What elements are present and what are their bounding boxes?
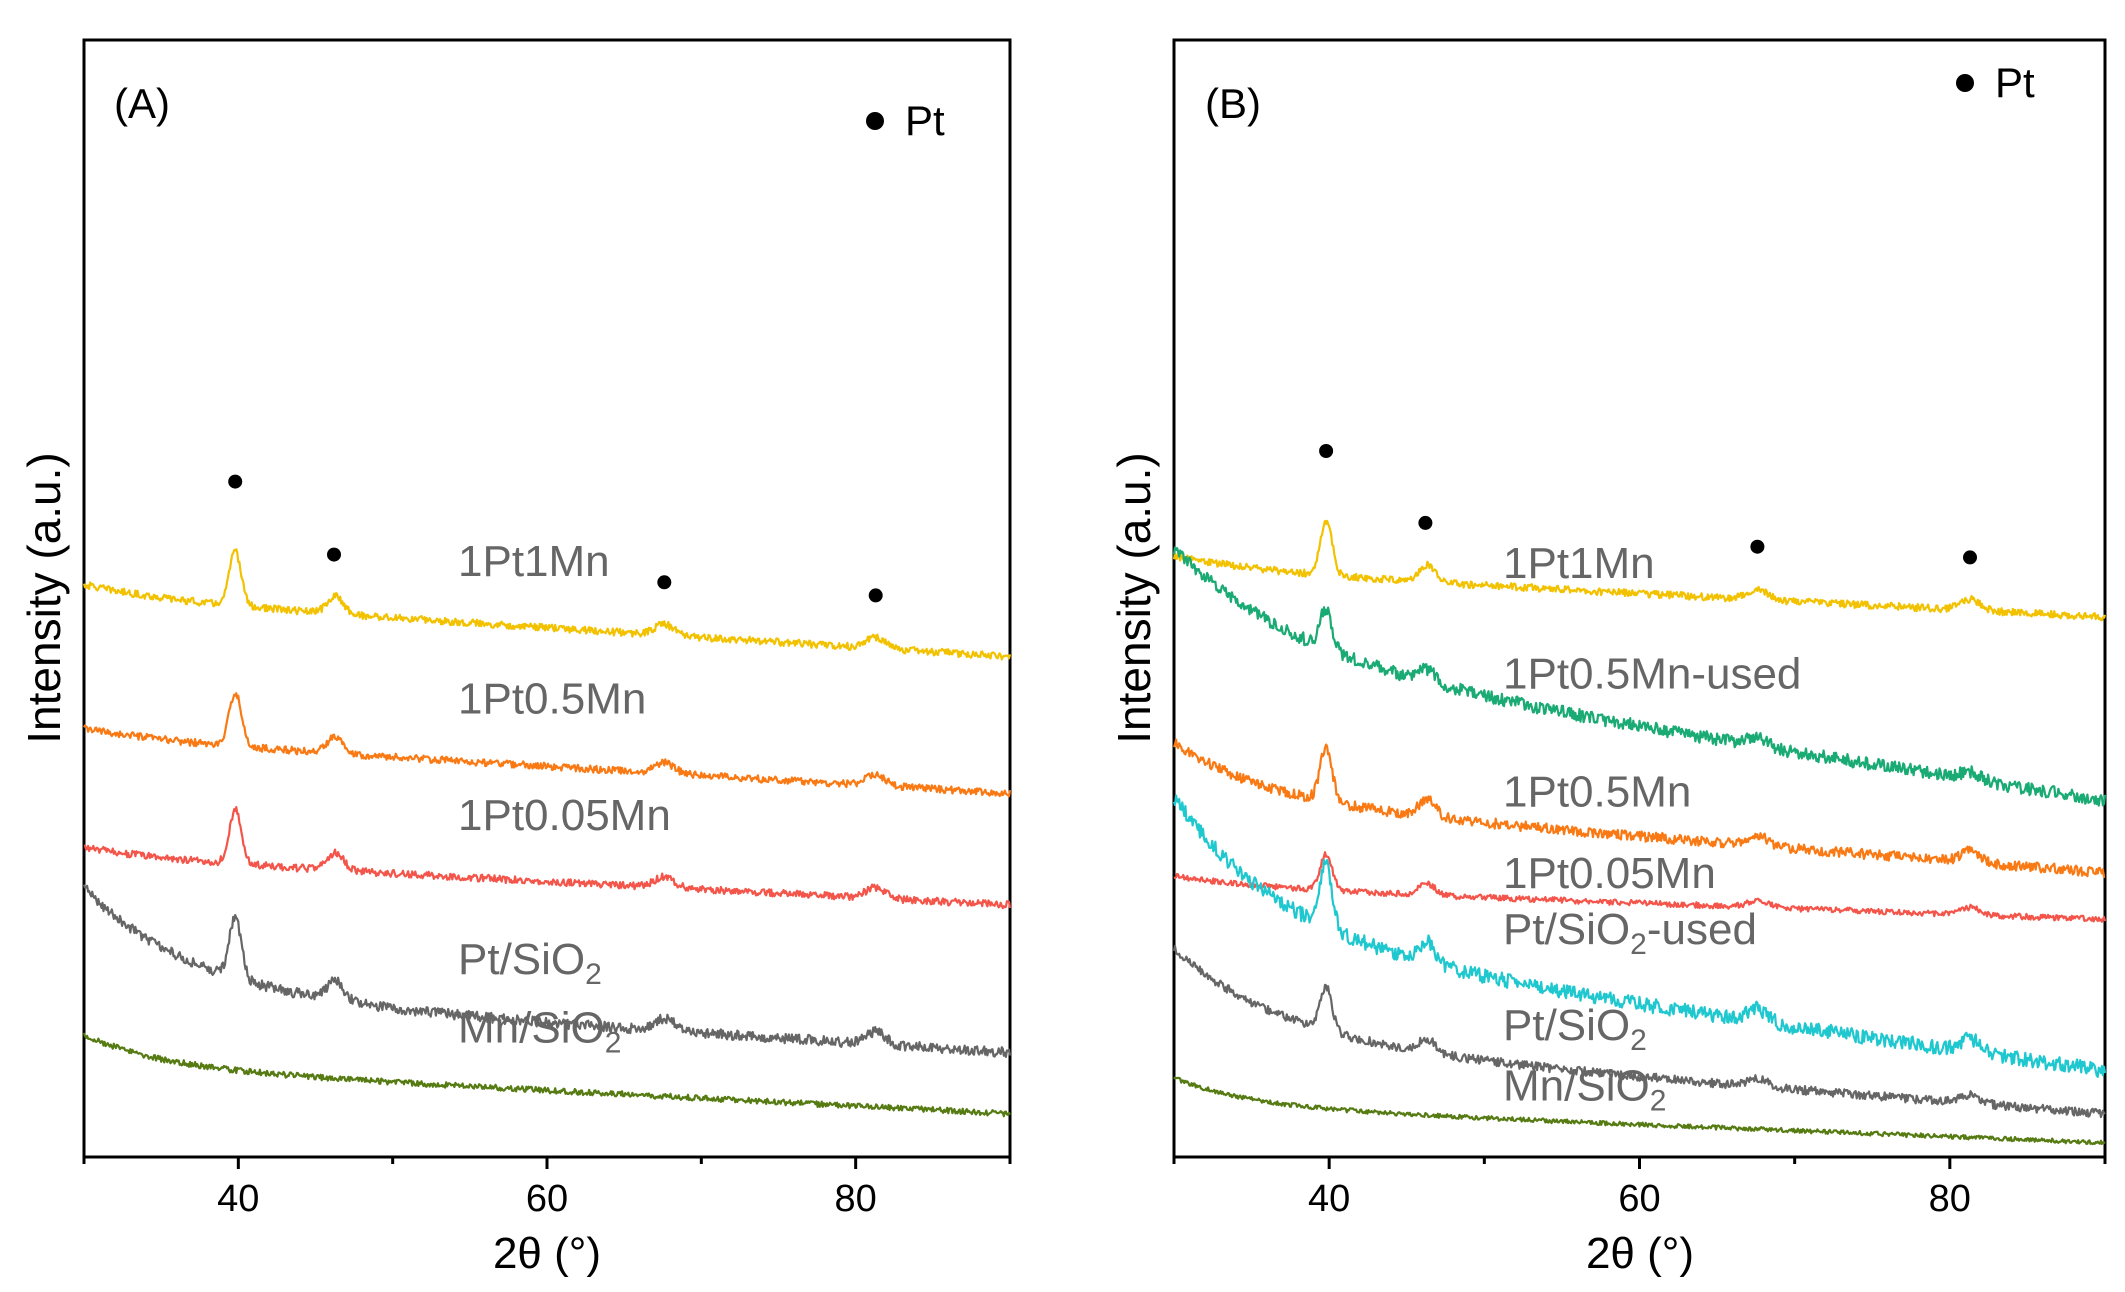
panel-a-y-axis-label: Intensity (a.u.): [18, 452, 70, 743]
series-label-1pt1mn: 1Pt1Mn: [458, 537, 610, 586]
series-label-subscript: 2: [585, 958, 602, 991]
panel-b-x-ticks: 40 60 80: [1172, 1157, 2107, 1220]
pt-peak-marker: [1750, 539, 1765, 554]
series-label-subscript: 2: [1630, 1024, 1647, 1057]
x-tick-label: 80: [835, 1178, 877, 1220]
series-label-subscript: 2: [1630, 928, 1647, 961]
series-label-suffix: -used: [1647, 905, 1757, 954]
series-line-1pt0-5mn: [1172, 738, 2106, 879]
panel-a-traces: [82, 548, 1012, 1118]
series-label-text: 1Pt0.5Mn: [1503, 768, 1691, 817]
series-label-text: Mn/SiO: [1503, 1062, 1650, 1111]
series-label-mn-sio2: Mn/SiO2: [458, 1004, 621, 1060]
series-label-text: 1Pt0.05Mn: [1503, 849, 1716, 898]
panel-b-y-axis-label: Intensity (a.u.): [1108, 452, 1160, 743]
panel-b-series-labels: 1Pt1Mn 1Pt0.5Mn-used 1Pt0.5Mn 1Pt0.05Mn Pt/S…: [1503, 539, 1801, 1118]
series-line-1pt0-5mn-used: [1172, 546, 2107, 807]
series-label-text: 1Pt0.05Mn: [458, 791, 671, 840]
panel-b-traces: [1172, 519, 2107, 1146]
panel-b-legend-marker: [1956, 74, 1974, 92]
pt-peak-marker: [1319, 444, 1334, 458]
series-label-subscript: 2: [1650, 1085, 1667, 1118]
pt-peak-marker: [1963, 550, 1977, 565]
series-label-text: Pt/SiO: [1503, 905, 1630, 954]
x-tick-label: 40: [1308, 1178, 1350, 1220]
x-tick-label: 80: [1929, 1178, 1971, 1220]
series-label-pt-sio2-used: Pt/SiO2-used: [1503, 905, 1757, 961]
pt-peak-marker: [327, 547, 341, 562]
panel-a-x-axis-label: 2θ (°): [493, 1229, 601, 1278]
series-line-mn-sio2: [1173, 1076, 2106, 1146]
pt-peak-marker: [868, 588, 883, 603]
series-label-text: Pt/SiO: [1503, 1001, 1630, 1050]
series-label-text: 1Pt0.5Mn: [458, 674, 646, 723]
series-label-mn-sio2: Mn/SiO2: [1503, 1062, 1666, 1118]
series-label-1pt0-05mn: 1Pt0.05Mn: [1503, 849, 1716, 898]
series-line-mn-sio2: [82, 1032, 1011, 1118]
series-line-pt-sio2: [82, 884, 1012, 1058]
panel-a-legend-label: Pt: [905, 97, 945, 144]
series-line-1pt0-05mn: [1173, 851, 2107, 923]
series-label-1pt0-5mn: 1Pt0.5Mn: [458, 674, 646, 723]
series-label-subscript: 2: [605, 1027, 622, 1060]
panel-b-label: (B): [1205, 80, 1261, 127]
pt-peak-marker: [657, 575, 672, 590]
panel-a-legend-marker: [866, 112, 884, 130]
series-label-pt-sio2: Pt/SiO2: [458, 935, 602, 991]
series-line-pt-sio2-used: [1172, 794, 2107, 1078]
panel-b-pt-markers: [1319, 444, 1977, 565]
series-label-text: 1Pt1Mn: [1503, 539, 1655, 588]
panel-a-label: (A): [114, 80, 170, 127]
series-label-1pt0-5mn-used: 1Pt0.5Mn-used: [1503, 650, 1801, 699]
series-label-1pt0-5mn: 1Pt0.5Mn: [1503, 768, 1691, 817]
panel-b-legend-label: Pt: [1995, 59, 2035, 106]
series-line-1pt0-05mn: [83, 806, 1012, 910]
series-line-1pt1mn: [82, 548, 1012, 661]
series-label-1pt0-05mn: 1Pt0.05Mn: [458, 791, 671, 840]
pt-peak-marker: [1418, 515, 1433, 530]
panel-b-x-axis-label: 2θ (°): [1586, 1229, 1694, 1278]
x-tick-label: 60: [1618, 1178, 1660, 1220]
series-label-pt-sio2: Pt/SiO2: [1503, 1001, 1647, 1057]
series-label-text: Pt/SiO: [458, 935, 585, 984]
series-line-1pt1mn: [1172, 519, 2107, 622]
series-label-text: Mn/SiO: [458, 1004, 605, 1053]
x-tick-label: 60: [526, 1178, 568, 1220]
series-line-pt-sio2: [1172, 945, 2106, 1119]
panel-b: 1Pt1Mn 1Pt0.5Mn-used 1Pt0.5Mn 1Pt0.05Mn Pt/S…: [1108, 38, 2107, 1278]
panel-a-pt-markers: [228, 474, 883, 603]
panel-a-x-ticks: 40 60 80: [82, 1157, 1012, 1220]
series-label-text: 1Pt1Mn: [458, 537, 610, 586]
pt-peak-marker: [228, 474, 243, 489]
series-label-1pt1mn: 1Pt1Mn: [1503, 539, 1655, 588]
x-tick-label: 40: [217, 1178, 259, 1220]
series-label-text: 1Pt0.5Mn-used: [1503, 650, 1801, 699]
series-line-1pt0-5mn: [83, 692, 1012, 798]
